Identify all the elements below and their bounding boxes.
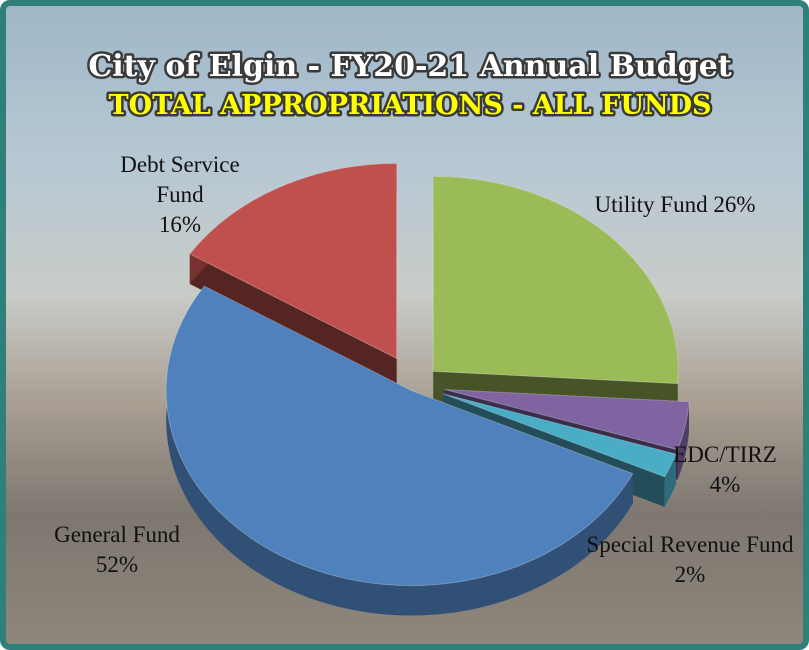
- value-label: 4%: [650, 470, 800, 500]
- category-label: General Fund: [54, 522, 180, 547]
- slice-label: EDC/TIRZ 4%: [650, 440, 800, 500]
- value-label: 2%: [585, 560, 795, 590]
- chart-title: City of Elgin - FY20-21 Annual Budget: [88, 49, 731, 84]
- category-label: Special Revenue Fund: [587, 532, 794, 557]
- value-label: 52%: [22, 550, 212, 580]
- category-label: EDC/TIRZ: [673, 442, 777, 467]
- value-label: 16%: [95, 210, 265, 240]
- slice-label: General Fund 52%: [22, 520, 212, 580]
- value-label: 26%: [713, 192, 755, 217]
- category-label: Utility Fund: [594, 192, 707, 217]
- slice-label: Utility Fund 26%: [560, 190, 790, 220]
- category-label: Debt Service Fund: [120, 152, 239, 207]
- slice-label: Special Revenue Fund 2%: [585, 530, 795, 590]
- chart-subtitle: TOTAL APPROPRIATIONS - ALL FUNDS: [109, 90, 712, 121]
